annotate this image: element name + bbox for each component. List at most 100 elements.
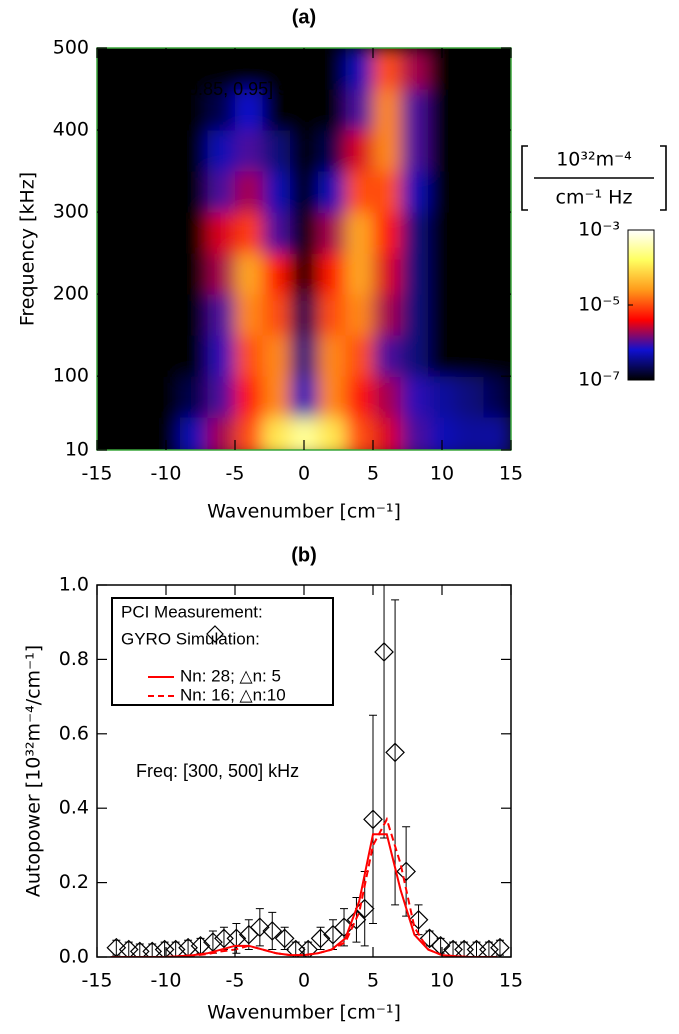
heatmap-cell <box>124 171 153 213</box>
heatmap-cell <box>455 376 484 418</box>
heatmap-cell <box>290 130 319 172</box>
heatmap-cell <box>290 253 319 295</box>
heatmap-cell <box>235 294 264 336</box>
heatmap-cell <box>207 212 236 254</box>
heatmap-cell <box>262 294 291 336</box>
heatmap-cell <box>152 171 181 213</box>
heatmap-cell <box>373 417 402 450</box>
heatmap-cell <box>152 130 181 172</box>
x-tick-label: -5 <box>226 970 245 992</box>
heatmap-cell <box>317 294 346 336</box>
heatmap-cell <box>235 253 264 295</box>
error-bar <box>460 941 469 957</box>
heatmap-cell <box>345 417 374 450</box>
heatmap-cell <box>290 417 319 450</box>
data-point <box>249 917 270 938</box>
heatmap-cell <box>455 89 484 131</box>
error-bar <box>391 599 400 906</box>
heatmap-cell <box>317 376 346 418</box>
heatmap-cell <box>483 48 511 90</box>
heatmap-cell <box>97 130 126 172</box>
heatmap-cell <box>483 171 511 213</box>
y-tick-label: 100 <box>53 365 89 387</box>
x-tick-label: -10 <box>150 463 181 485</box>
data-point <box>262 921 283 941</box>
heatmap-cell <box>345 171 374 213</box>
heatmap-cell <box>400 89 429 131</box>
heatmap-cell <box>207 89 236 131</box>
heatmap-cell <box>207 417 236 450</box>
heatmap-cell <box>124 376 153 418</box>
colorbar-denominator: cm⁻¹ Hz <box>556 187 633 209</box>
heatmap-cell <box>152 253 181 295</box>
heatmap-cell <box>207 294 236 336</box>
heatmap-cell <box>235 130 264 172</box>
heatmap-cell <box>152 294 181 336</box>
error-bar <box>171 941 180 957</box>
y-tick-label: 0.6 <box>59 722 89 744</box>
error-bar <box>112 939 121 956</box>
heatmap-cell <box>235 89 264 131</box>
x-tick-label: 10 <box>430 970 454 992</box>
data-point <box>226 928 247 949</box>
heatmap-cell <box>262 417 291 450</box>
heatmap-cell <box>345 253 374 295</box>
heatmap-cell <box>262 212 291 254</box>
heatmap-cell <box>483 417 511 450</box>
heatmap-cell <box>262 130 291 172</box>
heatmap <box>97 48 511 450</box>
error-bar <box>124 941 133 957</box>
heatmap-cell <box>483 212 511 254</box>
heatmap-cell <box>152 335 181 377</box>
y-tick-label: 0.0 <box>59 946 89 968</box>
heatmap-cell <box>483 294 511 336</box>
data-point <box>385 742 405 763</box>
heatmap-cell <box>97 212 126 254</box>
heatmap-cell <box>400 417 429 450</box>
heatmap-cell <box>317 335 346 377</box>
heatmap-cell <box>290 212 319 254</box>
heatmap-cell <box>235 417 264 450</box>
heatmap-cell <box>317 171 346 213</box>
annotation: trange: [0.85, 0.95] sec <box>122 79 306 99</box>
heatmap-cell <box>235 335 264 377</box>
heatmap-cell <box>262 171 291 213</box>
heatmap-cell <box>345 48 374 90</box>
heatmap-cell <box>97 253 126 295</box>
heatmap-cell <box>179 171 208 213</box>
data-point <box>396 861 416 882</box>
data-point <box>118 939 139 957</box>
heatmap-cell <box>235 48 264 90</box>
y-tick-label: 400 <box>53 119 89 141</box>
heatmap-cell <box>373 294 402 336</box>
colorbar-numerator: 10³²m⁻⁴ <box>556 149 632 171</box>
y-tick-label: 0.4 <box>59 797 89 819</box>
heatmap-cell <box>179 253 208 295</box>
heatmap-cell <box>179 48 208 90</box>
heatmap-cell <box>345 212 374 254</box>
error-bar <box>255 908 264 947</box>
data-point <box>165 939 186 957</box>
y-axis-label: Autopower [10³²m⁻⁴/cm⁻¹] <box>23 645 45 897</box>
error-bar <box>268 911 277 951</box>
y-tick-label: 10 <box>65 439 89 461</box>
heatmap-cell <box>179 89 208 131</box>
heatmap-cell <box>373 171 402 213</box>
heatmap-cell <box>345 294 374 336</box>
legend-marker <box>206 625 224 643</box>
y-tick-label: 1.0 <box>59 574 89 596</box>
heatmap-cell <box>97 89 126 131</box>
heatmap-cell <box>179 130 208 172</box>
heatmap-cell <box>483 376 511 418</box>
heatmap-cell <box>400 376 429 418</box>
heatmap-cell <box>124 89 153 131</box>
data-point <box>154 939 175 957</box>
legend-group-title: GYRO Simulation: <box>121 629 260 648</box>
error-bar <box>316 926 325 951</box>
heatmap-cell <box>428 376 457 418</box>
panel-b-title: (b) <box>291 544 317 566</box>
heatmap-cell <box>455 171 484 213</box>
heatmap-cell <box>179 212 208 254</box>
error-bar <box>484 941 493 957</box>
heatmap-cell <box>97 171 126 213</box>
